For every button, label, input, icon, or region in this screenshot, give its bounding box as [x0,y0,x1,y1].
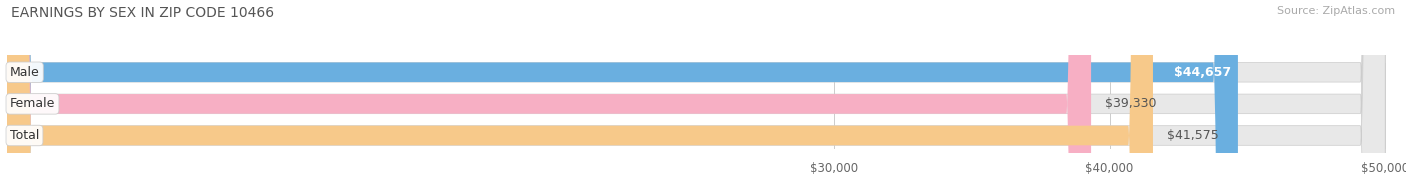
FancyBboxPatch shape [7,0,1237,196]
Text: Source: ZipAtlas.com: Source: ZipAtlas.com [1277,6,1395,16]
Text: Total: Total [10,129,39,142]
FancyBboxPatch shape [7,0,1091,196]
FancyBboxPatch shape [7,0,1385,196]
Text: $39,330: $39,330 [1105,97,1156,110]
Text: Male: Male [10,66,39,79]
Text: Female: Female [10,97,55,110]
Text: $41,575: $41,575 [1167,129,1219,142]
FancyBboxPatch shape [7,0,1385,196]
Text: $44,657: $44,657 [1174,66,1232,79]
Text: EARNINGS BY SEX IN ZIP CODE 10466: EARNINGS BY SEX IN ZIP CODE 10466 [11,6,274,20]
FancyBboxPatch shape [7,0,1153,196]
FancyBboxPatch shape [7,0,1385,196]
